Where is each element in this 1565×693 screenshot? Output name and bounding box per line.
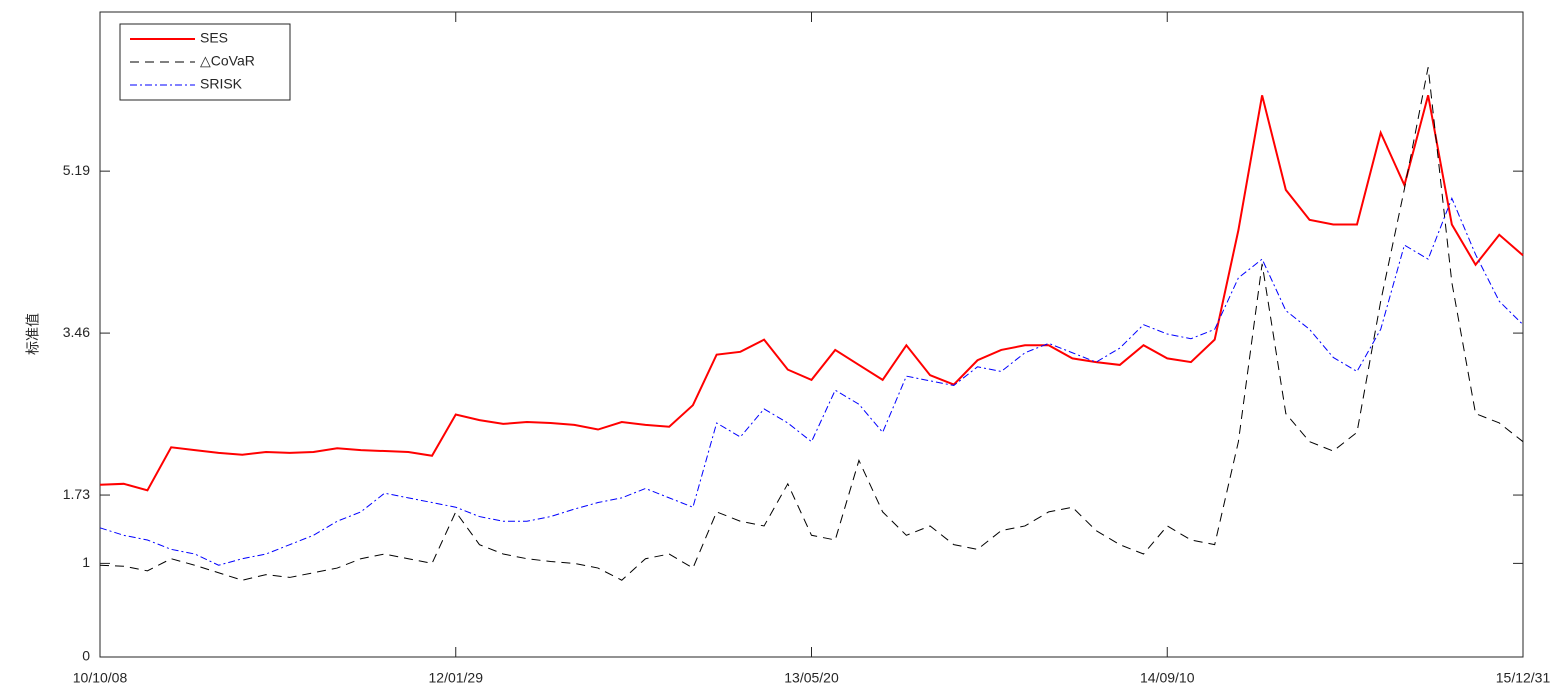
x-tick-label: 12/01/29 [429,670,484,686]
y-axis-label: 标准值 [25,313,41,355]
y-tick-label: 0 [82,648,90,664]
line-series [99,196,1524,566]
x-tick-label: 15/12/31 [1496,670,1551,686]
x-tick-label: 14/09/10 [1140,670,1195,686]
legend-label: △CoVaR [200,53,255,69]
legend-label: SRISK [200,76,243,92]
y-tick-label: 1 [82,554,90,570]
legend-label: SES [200,30,228,46]
line-series [99,67,1524,581]
y-tick-label: 1.73 [63,486,90,502]
x-tick-label: 13/05/20 [784,670,839,686]
line-series [99,95,1524,492]
x-tick-label: 10/10/08 [73,670,128,686]
y-tick-label: 3.46 [63,324,90,340]
y-tick-label: 5.19 [63,162,90,178]
plot-frame [99,11,1524,658]
